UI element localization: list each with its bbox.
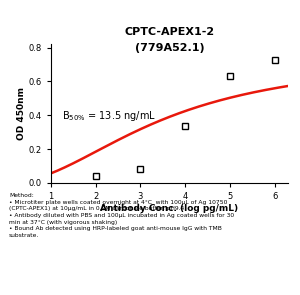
Text: B$_{50\%}$ = 13.5 ng/mL: B$_{50\%}$ = 13.5 ng/mL	[62, 109, 156, 124]
Text: (779A52.1): (779A52.1)	[135, 43, 204, 53]
X-axis label: Antibody Conc. (log pg/mL): Antibody Conc. (log pg/mL)	[100, 204, 238, 213]
Y-axis label: OD 450nm: OD 450nm	[17, 87, 26, 140]
Text: Method:
• Microtiter plate wells coated overnight at 4°C  with 100μL of Ag 10750: Method: • Microtiter plate wells coated …	[9, 193, 234, 238]
Text: CPTC-APEX1-2: CPTC-APEX1-2	[124, 27, 214, 37]
